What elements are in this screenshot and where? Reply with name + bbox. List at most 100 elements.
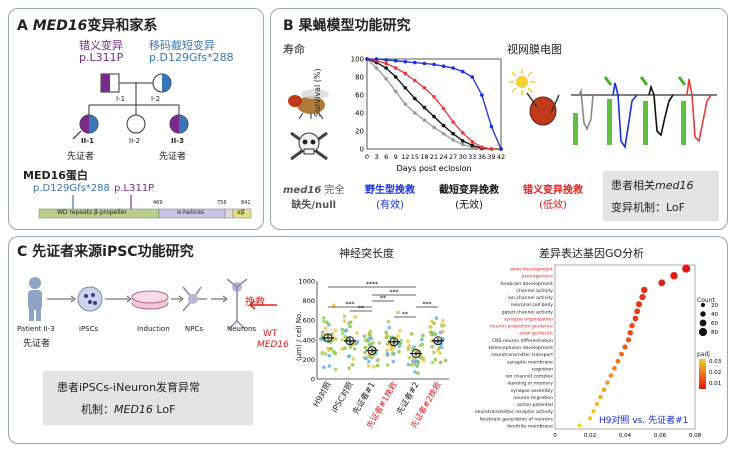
panel-a-title: A MED16变异和家系 [17, 18, 158, 34]
neurite-point [351, 357, 355, 361]
survival-xtick: 33 [468, 153, 476, 161]
step-neurons: Neurons [227, 325, 257, 333]
neurite-point [438, 360, 443, 365]
significance-label: *** [346, 301, 355, 308]
neurite-point [347, 354, 352, 358]
survival-point [460, 142, 465, 147]
neurite-point [391, 359, 396, 364]
neurite-point [333, 367, 338, 372]
neurite-point [327, 353, 332, 358]
neurite-point [343, 346, 347, 350]
go-padj-legend-label: 0.02 [709, 370, 721, 376]
neurite-point [406, 362, 411, 367]
survival-point [451, 66, 455, 70]
survival-xtick: 6 [384, 153, 388, 161]
neurite-point [443, 358, 448, 363]
survival-xtick: 21 [430, 153, 438, 161]
go-term-label: action potential [517, 402, 553, 408]
neurite-title: 神经突长度 [339, 247, 394, 260]
go-count-legend-dot [699, 319, 707, 327]
survival-point [470, 140, 475, 144]
domain-wd-label: WD repeats β-propeller [57, 209, 127, 216]
neurite-mean-marker [367, 346, 377, 356]
protein-domain-map [38, 195, 252, 219]
neurite-point [430, 344, 435, 349]
panel-a: A MED16变异和家系 错义变异 p.L311P 移码截短变异 p.D129G… [8, 8, 264, 230]
neurite-point [363, 345, 368, 350]
survival-xtick: 3 [375, 153, 379, 161]
survival-point [413, 96, 417, 101]
go-term-point [658, 279, 666, 287]
neurite-ytick: 0 [311, 376, 315, 384]
neurite-category-label: iPSC对照 [329, 380, 355, 414]
go-comparison-label: H9对照 vs. 先证者#1 [599, 416, 689, 426]
erg-black-trace [639, 76, 674, 145]
proband-label: 先证者 [67, 152, 95, 162]
survival-point [441, 106, 446, 111]
step-npcs: NPCs [185, 325, 203, 333]
survival-xtick: 9 [394, 153, 398, 161]
go-term-label: axon guidance [519, 331, 553, 337]
survival-point [384, 66, 388, 70]
rescue-label: 挽救 [245, 297, 265, 308]
neurite-point [342, 314, 347, 319]
neurite-point [343, 334, 348, 339]
patient-icon [28, 277, 42, 321]
go-term-label: ion channel activity [508, 295, 553, 301]
sun-icon [509, 69, 535, 95]
go-term-point [601, 387, 607, 393]
survival-point [393, 89, 398, 94]
domain-helix-label: α-helices [177, 209, 205, 216]
neurite-point [421, 359, 426, 363]
survival-point [393, 75, 398, 79]
neurite-point [407, 355, 412, 360]
wt-gene: MED16 [257, 340, 289, 350]
go-term-point [588, 416, 592, 421]
go-term-point [591, 409, 596, 414]
survival-ytick: 0 [360, 146, 364, 154]
neurite-point [340, 347, 344, 351]
neurite-point [398, 328, 402, 333]
survival-point [441, 64, 446, 68]
neurite-point [353, 315, 358, 319]
neurite-point [329, 346, 333, 351]
label-ii3: II-3 [171, 137, 184, 145]
neurite-point [331, 303, 336, 307]
go-count-legend-dot [700, 311, 706, 317]
neurite-ytick: 1000 [298, 278, 315, 286]
significance-label: ** [402, 311, 408, 318]
go-term-point [634, 308, 641, 315]
neurite-point [416, 371, 420, 375]
go-term-label: CNS neuron differentiation [492, 338, 553, 344]
neurite-point [369, 336, 373, 341]
go-xtick: 0 [553, 433, 557, 439]
significance-label: *** [423, 301, 432, 308]
neurite-ytick: 800 [303, 297, 315, 305]
neurite-point [320, 351, 324, 356]
go-xtick: 0.06 [654, 433, 667, 439]
neurite-mean-marker [323, 333, 333, 343]
neurite-mean-marker [411, 349, 421, 359]
neurite-point [333, 328, 338, 333]
go-term-point [608, 373, 614, 378]
neurite-mean-marker [389, 337, 399, 347]
cond-null: med16 完全 缺失/null [283, 185, 345, 211]
neurite-point [327, 364, 332, 368]
survival-ytick: 20 [355, 128, 364, 136]
go-term-label: learning or memory [507, 381, 553, 387]
survival-xtick: 39 [487, 153, 495, 161]
survival-point [432, 114, 436, 119]
neurite-point [364, 356, 368, 361]
neurite-point [366, 363, 371, 368]
neurite-point [385, 348, 389, 353]
neurite-point [331, 349, 336, 354]
neurite-point [409, 332, 414, 336]
go-term-point [670, 271, 678, 280]
survival-point [451, 120, 455, 124]
neurite-point [373, 351, 378, 356]
go-padj-legend-label: 0.03 [709, 359, 722, 365]
neurite-point [420, 337, 424, 342]
survival-ytick: 80 [355, 74, 364, 82]
go-term-point [641, 286, 648, 294]
